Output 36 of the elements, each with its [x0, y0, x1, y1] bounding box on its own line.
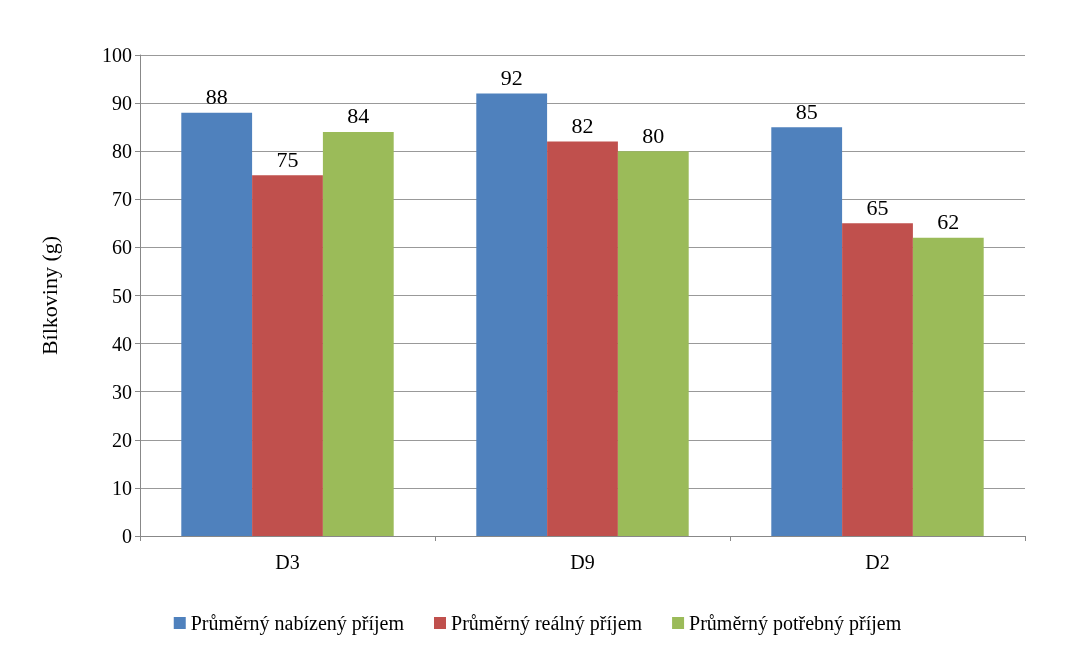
y-tick-label: 60	[112, 236, 132, 259]
data-label: 75	[276, 146, 299, 172]
data-label: 85	[795, 98, 818, 124]
legend-label: Průměrný nabízený příjem	[190, 612, 405, 635]
data-label: 84	[347, 103, 370, 129]
x-tick-label: D3	[275, 551, 300, 573]
data-label: 82	[571, 113, 594, 139]
bar	[771, 127, 843, 536]
legend-label: Průměrný reálný příjem	[451, 612, 643, 635]
data-label: 88	[205, 84, 228, 110]
y-axis-title: Bílkoviny (g)	[36, 235, 62, 356]
y-tick-label: 0	[122, 525, 132, 547]
bar	[547, 141, 618, 536]
y-tick-label: 80	[112, 140, 132, 163]
y-tick-label: 50	[112, 284, 132, 307]
legend-label: Průměrný potřebný příjem	[689, 612, 902, 635]
data-label: 80	[642, 122, 665, 148]
bar	[181, 112, 253, 536]
bar	[476, 93, 548, 536]
y-tick-label: 20	[112, 428, 132, 451]
y-tick-label: 70	[112, 188, 132, 211]
y-tick-label: 100	[102, 44, 132, 66]
bar	[617, 151, 689, 536]
data-label: 65	[866, 194, 889, 220]
y-tick-label: 30	[112, 380, 132, 403]
bar	[322, 131, 394, 536]
data-label: 62	[937, 209, 960, 235]
y-tick-label: 10	[112, 476, 132, 499]
bar	[912, 237, 984, 536]
x-tick-label: D2	[865, 551, 890, 573]
y-tick-label: 40	[112, 332, 132, 355]
x-tick-label: D9	[570, 551, 595, 573]
data-label: 92	[500, 64, 523, 90]
bar	[842, 223, 913, 536]
y-tick-label: 90	[112, 92, 132, 115]
bar	[252, 175, 323, 536]
